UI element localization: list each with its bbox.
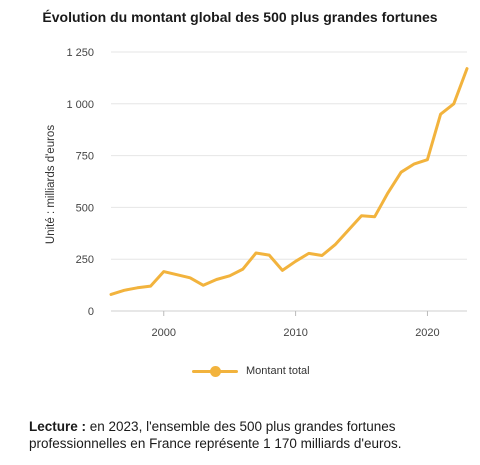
y-tick-label: 1 000 bbox=[66, 99, 94, 111]
chart-title: Évolution du montant global des 500 plus… bbox=[42, 9, 438, 25]
footnote-label: Lecture : bbox=[29, 419, 87, 434]
y-axis-label: Unité : milliards d'euros bbox=[45, 125, 57, 244]
legend-line-marker bbox=[192, 365, 238, 377]
legend-dot-marker bbox=[210, 365, 221, 377]
x-tick-label: 2000 bbox=[151, 327, 175, 339]
series-line bbox=[109, 67, 469, 296]
footnote: Lecture : en 2023, l'ensemble des 500 pl… bbox=[29, 418, 469, 452]
y-tick-label: 250 bbox=[76, 254, 94, 266]
line-chart: 0 250 500 750 1 000 1 250 2000 2010 2020 Unité : … bbox=[45, 47, 469, 339]
series-layer bbox=[109, 67, 469, 296]
y-tick-label: 0 bbox=[88, 306, 94, 318]
y-tick-label: 500 bbox=[76, 202, 94, 214]
y-tick-label: 750 bbox=[76, 151, 94, 163]
footnote-text: en 2023, l'ensemble des 500 plus grandes… bbox=[29, 419, 402, 451]
grid-lines bbox=[111, 51, 467, 312]
legend-label: Montant total bbox=[246, 365, 310, 377]
x-tick-label: 2020 bbox=[415, 327, 439, 339]
x-tick-label: 2010 bbox=[283, 327, 307, 339]
y-tick-label: 1 250 bbox=[66, 47, 94, 59]
legend: Montant total bbox=[192, 363, 310, 379]
axes: 0 250 500 750 1 000 1 250 2000 2010 2020 Unité : … bbox=[45, 47, 440, 339]
